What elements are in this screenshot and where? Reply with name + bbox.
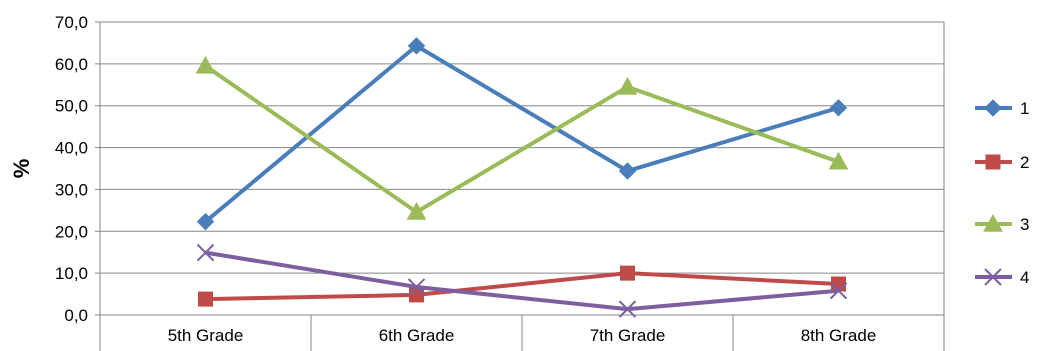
legend-label: 4 — [1020, 268, 1029, 287]
x-tick-label: 5th Grade — [168, 326, 244, 345]
legend-marker — [984, 99, 1002, 117]
legend-marker — [985, 154, 1001, 170]
data-point — [620, 265, 635, 281]
series-line — [205, 250, 839, 312]
legend-item: 4 — [975, 268, 1029, 287]
data-point — [828, 151, 849, 170]
y-tick-label: 60,0 — [55, 55, 88, 74]
legend-label: 3 — [1020, 215, 1029, 234]
data-point — [406, 202, 427, 220]
y-tick-label: 70,0 — [55, 13, 88, 32]
x-axis-ticks: 5th Grade 6th Grade 7th Grade 8th Grade — [99, 315, 945, 351]
data-point — [829, 282, 848, 300]
legend-label: 1 — [1020, 99, 1029, 118]
data-point — [618, 300, 637, 318]
series-1 — [196, 37, 848, 231]
legend-item: 2 — [975, 153, 1029, 172]
y-axis-label: % — [9, 159, 34, 179]
grid-lines — [100, 21, 944, 316]
y-tick-label: 0,0 — [64, 306, 88, 325]
legend-item: 3 — [975, 213, 1029, 234]
data-point — [409, 287, 424, 303]
series-line — [204, 43, 840, 224]
data-point — [618, 162, 637, 180]
data-point — [196, 243, 215, 262]
legend-marker — [984, 268, 1002, 286]
data-point — [195, 55, 216, 74]
y-tick-label: 30,0 — [55, 180, 88, 199]
data-point — [407, 37, 426, 55]
series-line — [204, 64, 840, 215]
series-line — [205, 271, 839, 302]
y-axis-ticks: 0,0 10,0 20,0 30,0 40,0 50,0 60,0 70,0 — [55, 13, 100, 325]
data-point — [829, 99, 848, 117]
series-3 — [195, 55, 849, 220]
data-point — [196, 212, 215, 231]
legend-label: 2 — [1020, 153, 1029, 172]
y-tick-label: 10,0 — [55, 264, 88, 283]
x-tick-label: 7th Grade — [590, 326, 666, 345]
y-tick-label: 40,0 — [55, 139, 88, 158]
plot-frame — [99, 22, 945, 316]
x-tick-label: 8th Grade — [801, 326, 877, 345]
data-point — [831, 276, 846, 292]
x-tick-label: 6th Grade — [379, 326, 455, 345]
y-tick-label: 20,0 — [55, 222, 88, 241]
y-tick-label: 50,0 — [55, 97, 88, 116]
legend-marker — [983, 213, 1003, 232]
data-point — [407, 278, 426, 296]
series-4 — [196, 243, 848, 318]
series-group — [195, 37, 849, 318]
data-point — [617, 76, 638, 95]
data-point — [198, 291, 213, 307]
legend: 1 2 3 4 — [975, 99, 1029, 287]
legend-item: 1 — [975, 99, 1029, 118]
